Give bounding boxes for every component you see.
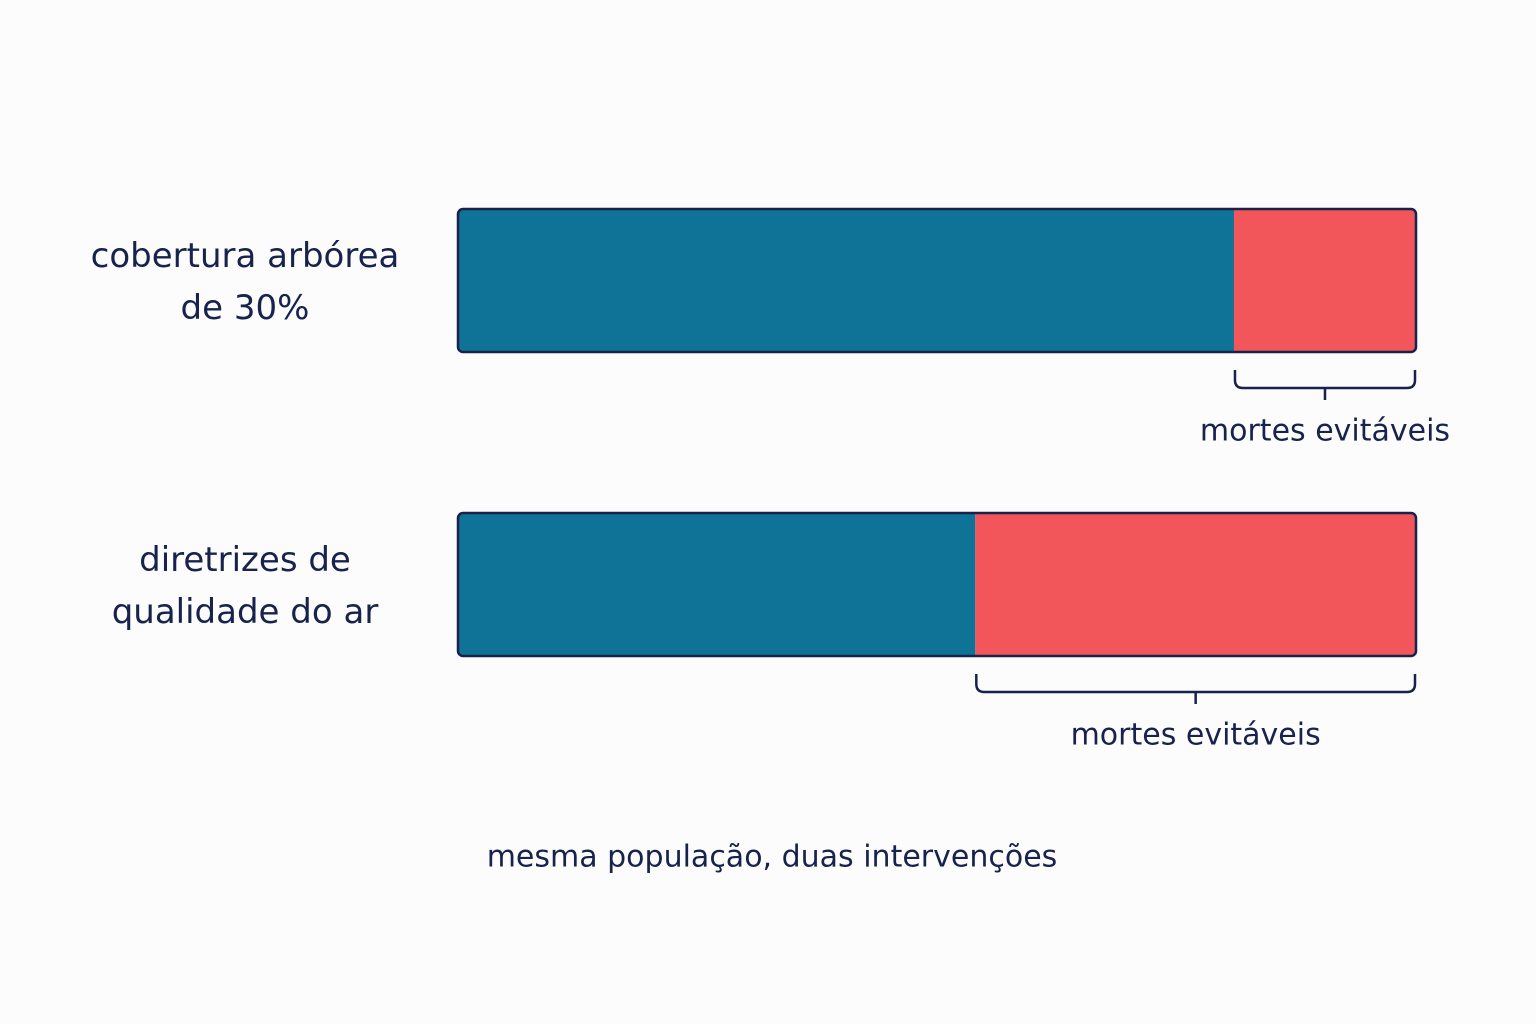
- category-label: cobertura arbórea de 30%: [90, 235, 400, 328]
- bar-group: [458, 513, 1416, 656]
- brace: [975, 674, 1417, 704]
- bar-segment: [458, 513, 976, 656]
- annotation: mortes evitáveis: [1200, 414, 1450, 449]
- bar-segment: [1233, 209, 1416, 352]
- bar-outline: [456, 207, 1418, 354]
- bar-outline: [456, 511, 1418, 658]
- brace: [1233, 370, 1417, 400]
- caption: mesma população, duas intervenções: [487, 840, 1058, 875]
- bar-segment: [458, 209, 1234, 352]
- bar-group: [458, 209, 1416, 352]
- bar-segment: [975, 513, 1416, 656]
- annotation: mortes evitáveis: [1071, 718, 1321, 753]
- category-label: diretrizes de qualidade do ar: [111, 539, 379, 632]
